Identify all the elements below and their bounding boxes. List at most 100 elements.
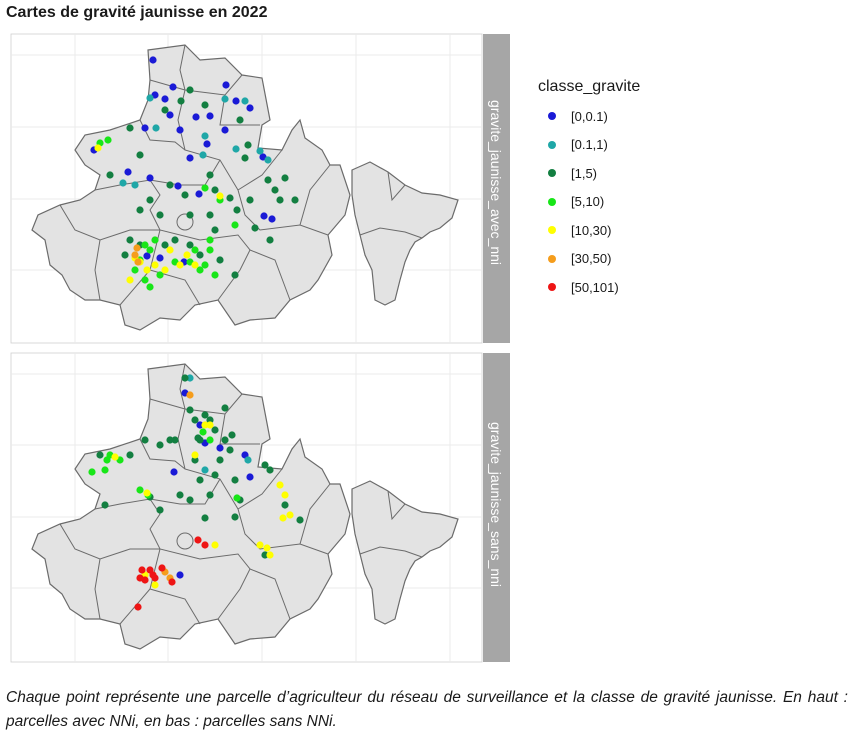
- data-point: [170, 468, 178, 476]
- data-point: [286, 511, 294, 519]
- data-point: [192, 113, 200, 121]
- legend-swatch: [548, 283, 556, 292]
- data-point: [156, 506, 164, 514]
- data-point: [131, 266, 139, 274]
- data-point: [201, 541, 209, 549]
- data-point: [231, 221, 239, 229]
- data-point: [251, 224, 259, 232]
- legend-swatch: [548, 226, 556, 235]
- legend-item: [0,0.1): [538, 102, 640, 131]
- data-point: [191, 416, 199, 424]
- facet-panel-sans-nni: gravite_jaunisse_sans_nni: [10, 352, 510, 663]
- data-point: [176, 261, 184, 269]
- legend-items: [0,0.1) [0.1,1) [1,5) [5,10) [10,30) [30,50) […: [538, 102, 640, 302]
- data-point: [226, 194, 234, 202]
- legend-label: [0.1,1): [571, 137, 608, 153]
- data-point: [232, 145, 240, 153]
- data-point: [206, 421, 214, 429]
- data-point: [131, 251, 139, 259]
- data-point: [266, 466, 274, 474]
- data-point: [211, 541, 219, 549]
- data-point: [206, 246, 214, 254]
- data-point: [206, 236, 214, 244]
- data-point: [271, 186, 279, 194]
- data-point: [281, 501, 289, 509]
- data-point: [196, 266, 204, 274]
- data-point: [264, 156, 272, 164]
- legend-swatch: [548, 197, 556, 206]
- data-point: [174, 182, 182, 190]
- legend-item: [10,30): [538, 216, 640, 245]
- data-point: [221, 436, 229, 444]
- data-point: [231, 513, 239, 521]
- data-point: [176, 571, 184, 579]
- data-point: [141, 241, 149, 249]
- data-point: [281, 174, 289, 182]
- data-point: [246, 196, 254, 204]
- data-point: [194, 536, 202, 544]
- facet-strip-label: gravite_jaunisse_sans_nni: [488, 422, 504, 587]
- legend-label: [5,10): [571, 194, 605, 210]
- data-point: [149, 571, 157, 579]
- data-point: [156, 254, 164, 262]
- data-point: [161, 241, 169, 249]
- data-point: [226, 446, 234, 454]
- data-point: [166, 181, 174, 189]
- data-point: [216, 256, 224, 264]
- legend-label: [1,5): [571, 165, 598, 181]
- data-point: [176, 126, 184, 134]
- data-point: [206, 211, 214, 219]
- data-point: [156, 211, 164, 219]
- data-point: [146, 174, 154, 182]
- data-point: [256, 147, 264, 155]
- data-point: [166, 111, 174, 119]
- legend-item: [0.1,1): [538, 131, 640, 160]
- data-point: [133, 244, 141, 252]
- data-point: [266, 551, 274, 559]
- data-point: [161, 266, 169, 274]
- data-point: [88, 468, 96, 476]
- data-point: [232, 97, 240, 105]
- data-point: [241, 97, 249, 105]
- data-point: [296, 516, 304, 524]
- data-point: [111, 453, 119, 461]
- data-point: [186, 374, 194, 382]
- data-point: [222, 81, 230, 89]
- data-point: [181, 374, 189, 382]
- data-point: [216, 192, 224, 200]
- facet-strip-label: gravite_jaunisse_avec_nni: [488, 100, 504, 265]
- data-point: [233, 206, 241, 214]
- data-point: [261, 551, 269, 559]
- data-point: [195, 190, 203, 198]
- data-point: [196, 476, 204, 484]
- facet-strip: [483, 353, 510, 662]
- data-point: [263, 544, 271, 552]
- data-point: [181, 191, 189, 199]
- legend: classe_gravite [0,0.1) [0.1,1) [1,5) [5,10)…: [538, 78, 640, 302]
- data-point: [151, 236, 159, 244]
- data-point: [199, 428, 207, 436]
- data-point: [191, 246, 199, 254]
- data-point: [201, 184, 209, 192]
- data-point: [281, 491, 289, 499]
- data-point: [186, 406, 194, 414]
- data-point: [211, 226, 219, 234]
- data-point: [156, 441, 164, 449]
- data-point: [146, 196, 154, 204]
- data-point: [194, 434, 202, 442]
- data-point: [152, 124, 160, 132]
- data-point: [191, 261, 199, 269]
- data-point: [176, 491, 184, 499]
- data-point: [206, 416, 214, 424]
- data-point: [216, 456, 224, 464]
- data-point: [126, 276, 134, 284]
- data-point: [236, 116, 244, 124]
- data-point: [221, 404, 229, 412]
- data-point: [136, 486, 144, 494]
- data-point: [201, 101, 209, 109]
- data-point: [126, 124, 134, 132]
- data-point: [279, 514, 287, 522]
- data-point: [96, 451, 104, 459]
- legend-item: [5,10): [538, 188, 640, 217]
- data-point: [291, 196, 299, 204]
